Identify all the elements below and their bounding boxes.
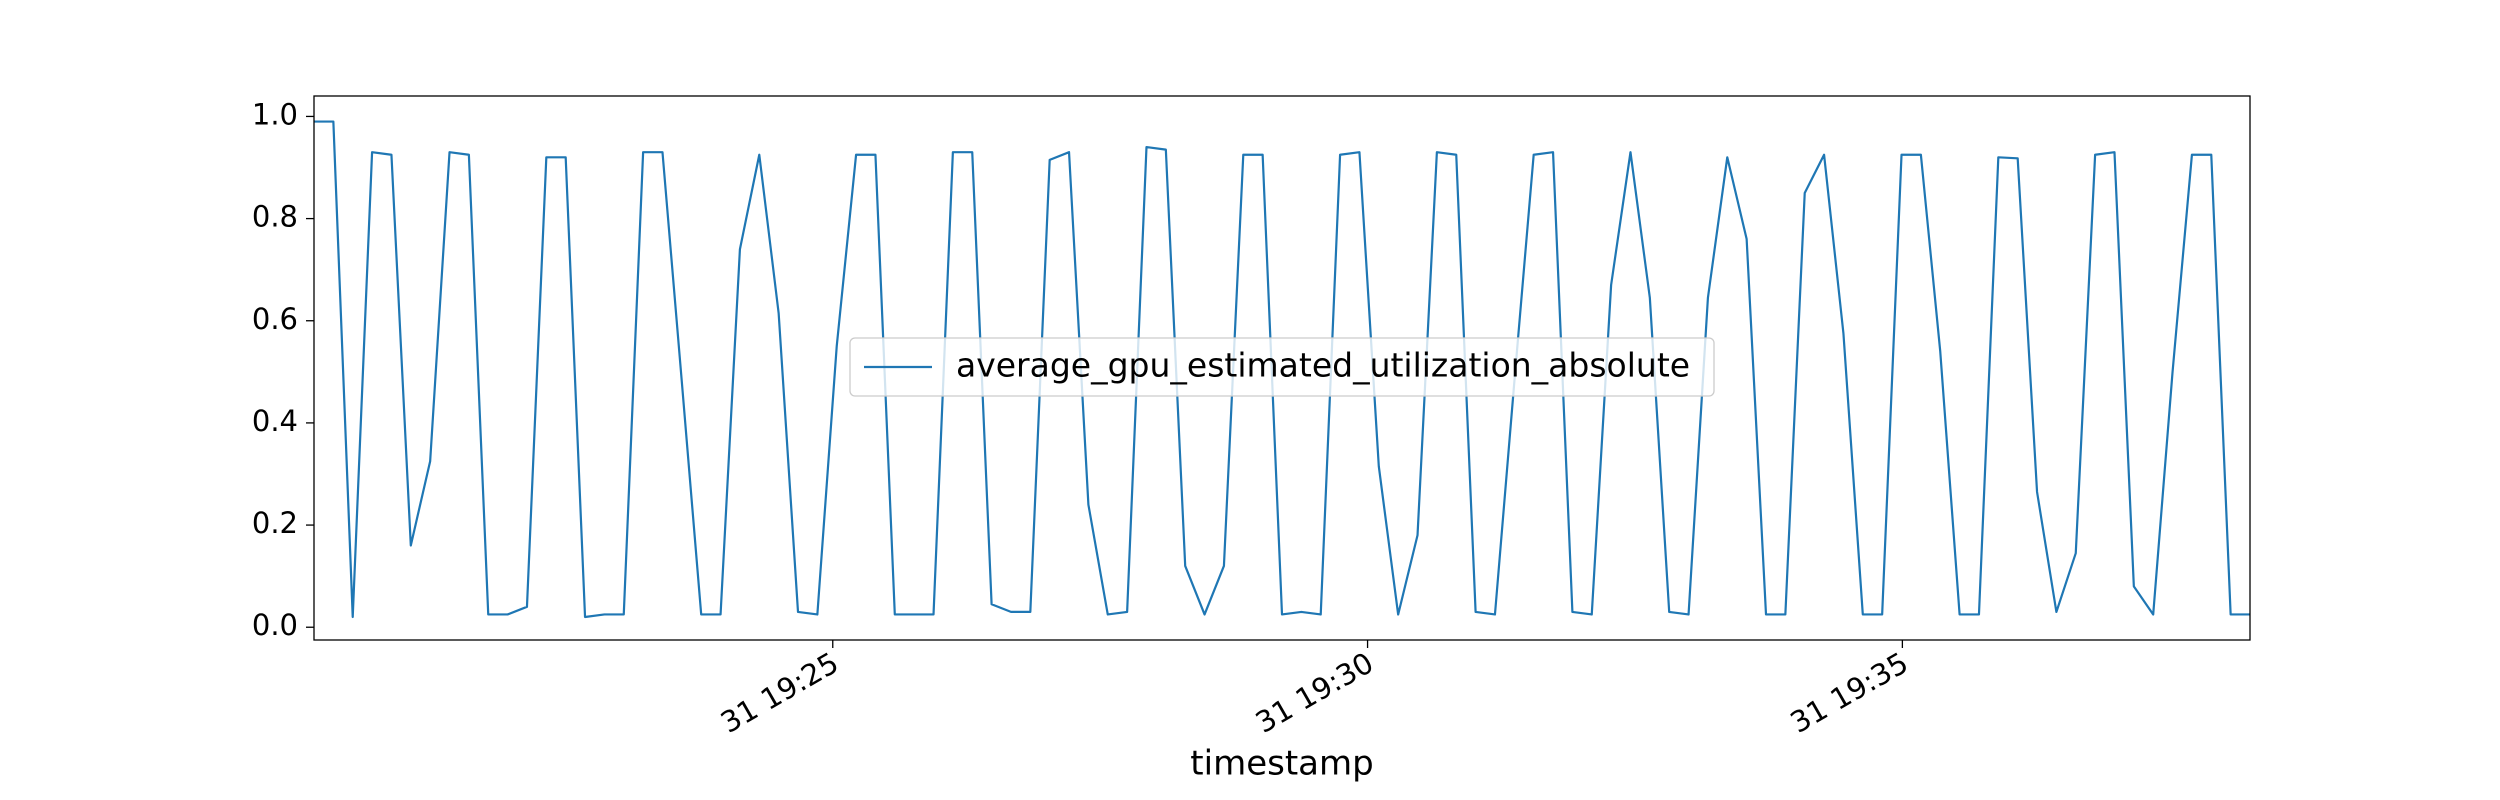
x-tick-label: 31 19:30 — [1250, 646, 1379, 740]
y-tick-label: 0.6 — [252, 302, 298, 336]
plot-frame — [313, 95, 2251, 641]
x-tick-label: 31 19:35 — [1785, 646, 1914, 740]
y-tick-label: 0.4 — [252, 404, 298, 438]
legend: average_gpu_estimated_utilization_absolu… — [849, 337, 1715, 397]
plot-clip — [314, 120, 2250, 619]
series-line — [314, 120, 2250, 619]
y-tick-label: 0.8 — [252, 200, 298, 234]
y-tick-label: 0.2 — [252, 506, 298, 540]
y-tick-label: 0.0 — [252, 608, 298, 642]
legend-label: average_gpu_estimated_utilization_absolu… — [956, 346, 1690, 385]
y-tick-label: 1.0 — [252, 97, 298, 131]
x-axis-label: timestamp — [1190, 744, 1373, 784]
legend-box — [849, 337, 1715, 397]
x-tick-label: 31 19:25 — [715, 646, 844, 740]
